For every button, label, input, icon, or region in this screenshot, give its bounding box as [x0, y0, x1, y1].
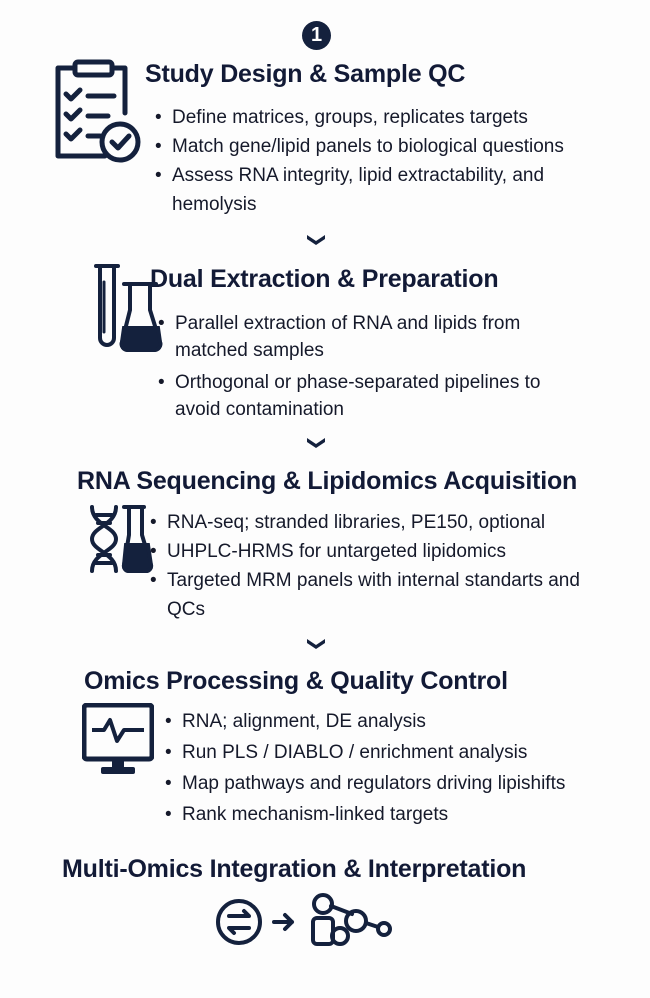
bullet: UHPLC-HRMS for untargeted lipidomics	[150, 537, 600, 566]
bullet: Targeted MRM panels with internal standa…	[150, 566, 587, 624]
test-tubes-icon	[92, 262, 172, 354]
section-bullets-omics-processing: RNA; alignment, DE analysis Run PLS / DI…	[165, 706, 635, 830]
section-title-omics-processing: Omics Processing & Quality Control	[84, 667, 508, 695]
section-title-rna-sequencing: RNA Sequencing & Lipidomics Acquisition	[77, 467, 578, 495]
chevron-down-icon	[306, 234, 326, 246]
step-badge: 1	[302, 21, 331, 50]
bullet: RNA-seq; stranded libraries, PE150, opti…	[150, 508, 600, 537]
clipboard-check-icon	[50, 58, 145, 163]
section-title-study-design: Study Design & Sample QC	[145, 60, 466, 88]
section-bullets-rna-sequencing: RNA-seq; stranded libraries, PE150, opti…	[150, 508, 600, 624]
dna-flask-icon	[88, 505, 158, 573]
bullet: Parallel extraction of RNA and lipids fr…	[158, 310, 535, 364]
chevron-down-icon	[306, 638, 326, 650]
section-title-multi-omics: Multi-Omics Integration & Interpretation	[62, 855, 527, 883]
bullet: Orthogonal or phase-separated pipelines …	[158, 369, 575, 423]
bullet: Map pathways and regulators driving lipi…	[165, 768, 635, 799]
section-bullets-dual-extraction: Parallel extraction of RNA and lipids fr…	[158, 310, 558, 423]
bullet: Assess RNA integrity, lipid extractabili…	[155, 161, 592, 219]
bullet: Run PLS / DIABLO / enrichment analysis	[165, 737, 635, 768]
bullet: RNA; alignment, DE analysis	[165, 706, 635, 737]
monitor-pulse-icon	[82, 703, 154, 775]
section-bullets-study-design: Define matrices, groups, replicates targ…	[155, 103, 625, 219]
bullet: Match gene/lipid panels to biological qu…	[155, 132, 625, 161]
chevron-down-icon	[306, 437, 326, 449]
exchange-network-icon	[212, 892, 402, 948]
bullet: Rank mechanism-linked targets	[165, 799, 635, 830]
bullet: Define matrices, groups, replicates targ…	[155, 103, 625, 132]
section-title-dual-extraction: Dual Extraction & Preparation	[150, 265, 499, 293]
